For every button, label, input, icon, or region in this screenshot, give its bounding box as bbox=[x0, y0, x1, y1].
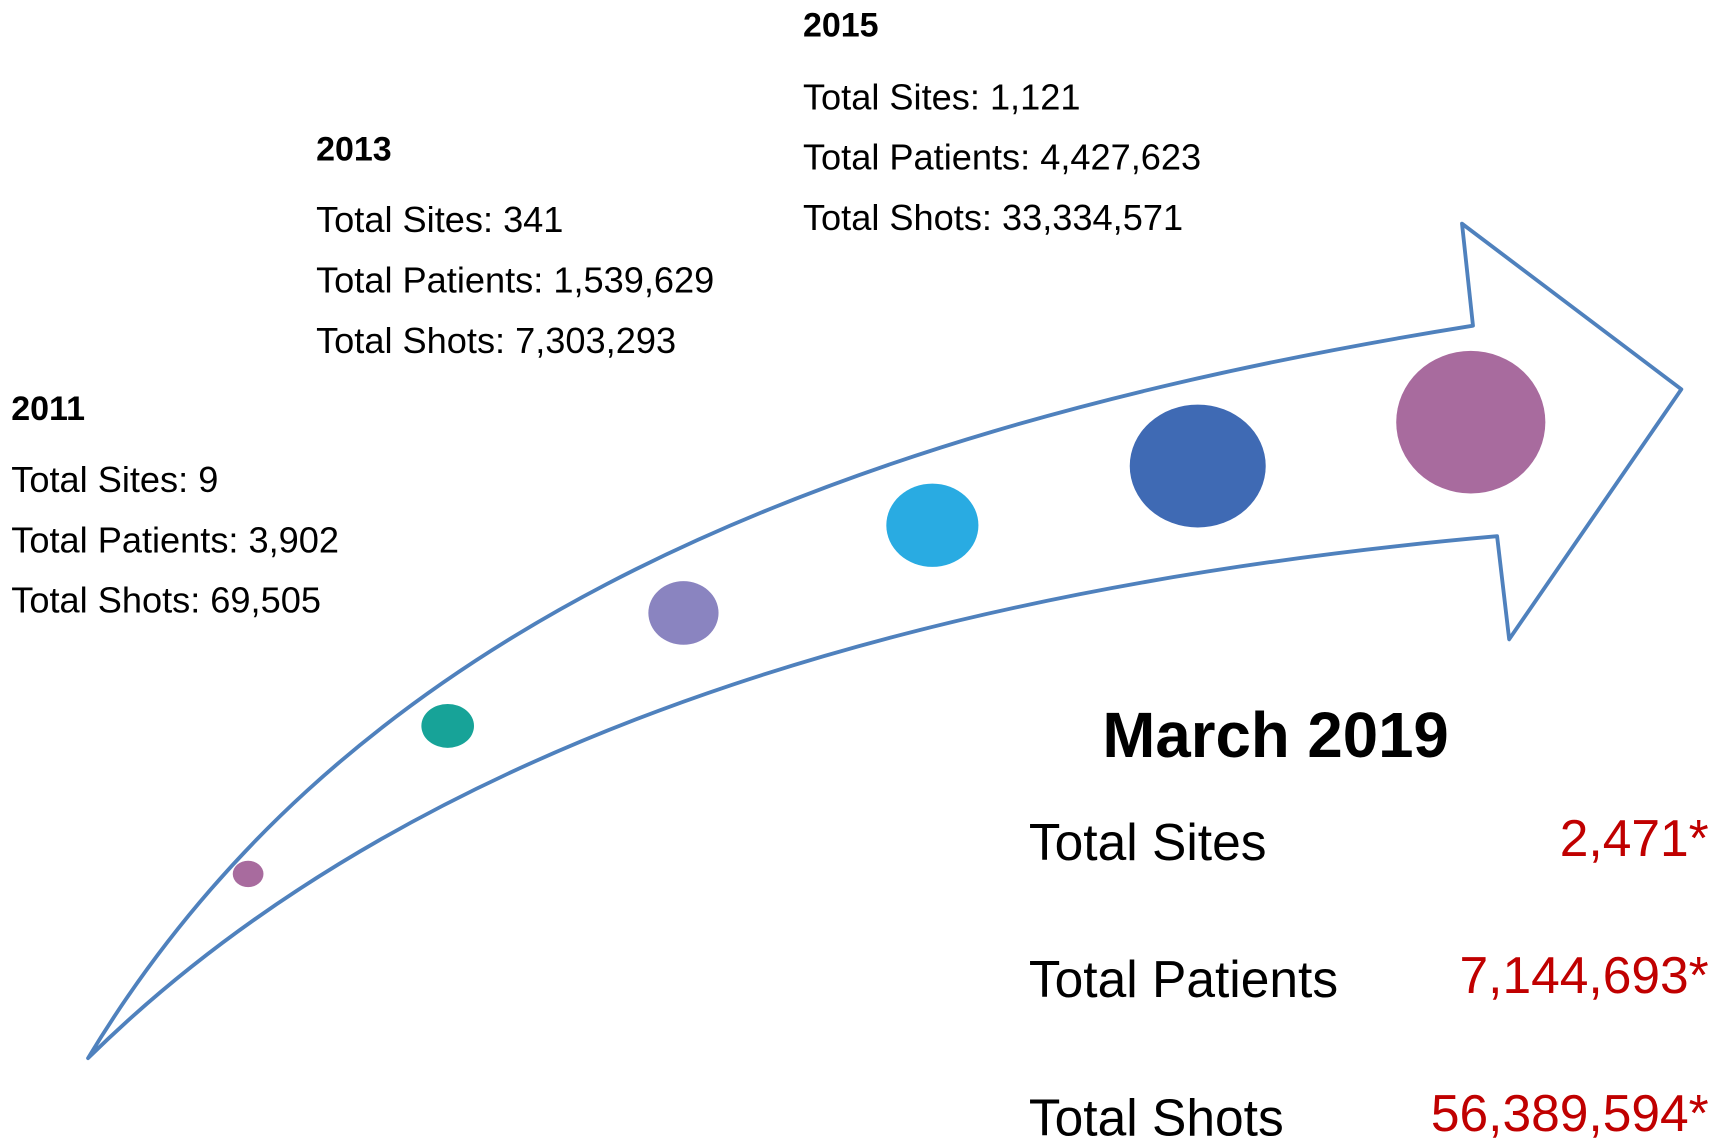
dot bbox=[232, 860, 264, 888]
growth-arrow bbox=[86, 221, 1684, 1061]
dot bbox=[421, 703, 475, 748]
dot bbox=[886, 483, 979, 567]
milestone-line: Total Patients: 4,427,623 bbox=[803, 137, 1201, 178]
stat-label: Total Patients bbox=[1029, 950, 1338, 1008]
milestone-line: Total Sites: 9 bbox=[11, 459, 218, 500]
milestone-year: 2013 bbox=[316, 130, 392, 168]
stat-value: 7,144,693* bbox=[1460, 946, 1709, 1004]
stat-value: 56,389,594* bbox=[1431, 1084, 1709, 1142]
current-title: March 2019 bbox=[1102, 700, 1448, 771]
milestone-line: Total Shots: 7,303,293 bbox=[316, 320, 676, 361]
stat-label: Total Shots bbox=[1029, 1088, 1284, 1146]
milestone-line: Total Patients: 3,902 bbox=[11, 519, 339, 560]
milestone-line: Total Sites: 341 bbox=[316, 199, 563, 240]
milestone-year: 2011 bbox=[11, 390, 85, 428]
stat-label: Total Sites bbox=[1029, 813, 1267, 871]
stat-value: 2,471* bbox=[1560, 809, 1709, 867]
milestone-line: Total Shots: 69,505 bbox=[11, 580, 321, 621]
dot bbox=[648, 581, 719, 645]
milestone-year: 2015 bbox=[803, 6, 879, 44]
dot bbox=[1129, 404, 1266, 528]
milestone-line: Total Patients: 1,539,629 bbox=[316, 259, 714, 300]
milestone-line: Total Sites: 1,121 bbox=[803, 76, 1080, 117]
milestone-line: Total Shots: 33,334,571 bbox=[803, 197, 1183, 238]
dot bbox=[1396, 350, 1546, 494]
